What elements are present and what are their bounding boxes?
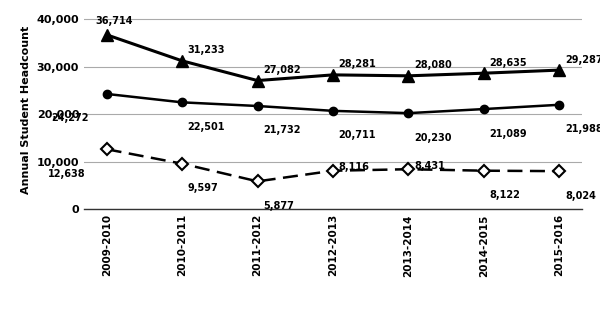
Credit [481,107,488,111]
Total Headcount [481,71,488,75]
Credit [254,104,261,108]
Noncredit [254,179,261,183]
Noncredit [103,147,110,151]
Noncredit [178,162,185,166]
Text: 8,431: 8,431 [414,161,445,171]
Text: 8,024: 8,024 [565,191,596,201]
Noncredit [329,169,337,173]
Total Headcount [405,74,412,78]
Y-axis label: Annual Student Headcount: Annual Student Headcount [21,25,31,194]
Text: 21,089: 21,089 [490,128,527,138]
Text: 21,988: 21,988 [565,124,600,134]
Text: 31,233: 31,233 [188,45,225,55]
Text: 28,281: 28,281 [338,59,376,69]
Credit [103,92,110,96]
Text: 20,711: 20,711 [338,130,376,140]
Text: 20,230: 20,230 [414,133,452,143]
Text: 27,082: 27,082 [263,65,301,75]
Text: 8,116: 8,116 [338,162,370,172]
Text: 36,714: 36,714 [95,16,133,26]
Text: 28,080: 28,080 [414,60,452,70]
Noncredit [556,169,563,173]
Text: 8,122: 8,122 [490,190,520,200]
Text: 22,501: 22,501 [188,122,225,132]
Credit [405,111,412,115]
Noncredit [481,169,488,173]
Total Headcount [329,73,337,77]
Total Headcount [103,33,110,37]
Text: 29,287: 29,287 [565,54,600,64]
Text: 9,597: 9,597 [188,183,218,193]
Text: 28,635: 28,635 [490,58,527,68]
Noncredit [405,167,412,171]
Text: 24,272: 24,272 [51,113,89,123]
Text: 12,638: 12,638 [49,169,86,179]
Total Headcount [556,68,563,72]
Credit [178,100,185,104]
Line: Noncredit: Noncredit [103,145,563,185]
Line: Total Headcount: Total Headcount [101,29,565,86]
Credit [556,103,563,107]
Line: Credit: Credit [103,90,563,117]
Credit [329,109,337,113]
Total Headcount [178,59,185,63]
Text: 21,732: 21,732 [263,126,301,136]
Total Headcount [254,79,261,82]
Text: 5,877: 5,877 [263,201,294,211]
